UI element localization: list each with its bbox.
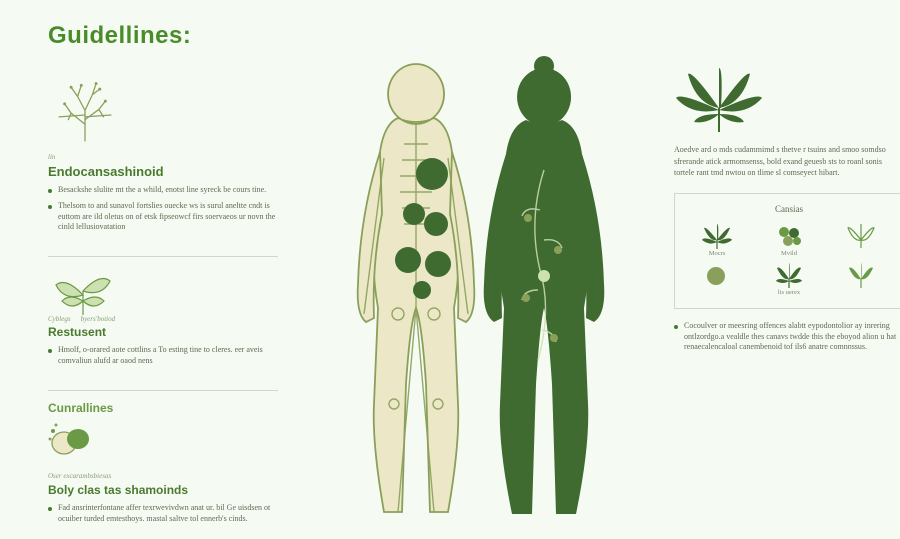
sprout-label-left: Cyblegs — [48, 315, 71, 323]
center-figure — [296, 42, 656, 539]
right-paragraph-1: Aoedve ard o mds cudammimd s thetve r ts… — [674, 144, 900, 179]
left-column: lin Endocansashinoid Besackshe slulite m… — [48, 78, 278, 539]
divider-2 — [48, 390, 278, 391]
section-heading-3b: Boly clas tas shamoinds — [48, 483, 278, 497]
section-heading-3a: Cunrallines — [48, 401, 278, 415]
bullet-2a: Hmolf, o-orared aote cottlins a To estin… — [48, 345, 278, 367]
box-title: Cansias — [687, 204, 891, 214]
icon-grid: Mocrs Mvild — [687, 224, 891, 296]
grid-leaf-outline — [846, 224, 876, 257]
grid-leaf-1: Mocrs — [702, 224, 732, 257]
right-bullet: Cocoulver or meesring offences alabtt ey… — [674, 321, 900, 353]
page-title: Guidellines: — [48, 22, 191, 50]
bullet-1b: Thelsom to and sunavol fortslies ouecke … — [48, 201, 278, 233]
grid-leaf-3 — [846, 263, 876, 296]
tree-icon — [48, 78, 122, 142]
section-restusent: Cyblegs byers'botiod Restusent Hmolf, o-… — [48, 267, 278, 372]
section-cunrallines: Cunrallines Oser excarambsbiesas Boly cl… — [48, 401, 278, 530]
grid-circle — [702, 263, 732, 296]
sprout-icon — [48, 267, 118, 317]
right-column: Aoedve ard o mds cudammimd s thetve r ts… — [674, 64, 900, 539]
section-heading-2: Restusent — [48, 325, 278, 339]
grid-berries: Mvild — [774, 224, 804, 257]
seed-icon — [48, 421, 94, 457]
cannabis-leaf-icon — [674, 64, 764, 134]
sprout-label-bottom: byers'botiod — [81, 315, 116, 323]
section-heading-1: Endocansashinoid — [48, 164, 278, 179]
icon-box: Cansias Mocrs — [674, 193, 900, 309]
section-endocannabinoid: lin Endocansashinoid Besackshe slulite m… — [48, 78, 278, 238]
bullet-1a: Besackshe slulite mt the a whild, enotst… — [48, 185, 278, 196]
page-grid: lin Endocansashinoid Besackshe slulite m… — [0, 0, 900, 514]
tree-label: lin — [48, 153, 55, 161]
divider-1 — [48, 256, 278, 257]
seed-label: Oser excarambsbiesas — [48, 472, 111, 480]
grid-leaf-2: lis uerex — [774, 263, 804, 296]
